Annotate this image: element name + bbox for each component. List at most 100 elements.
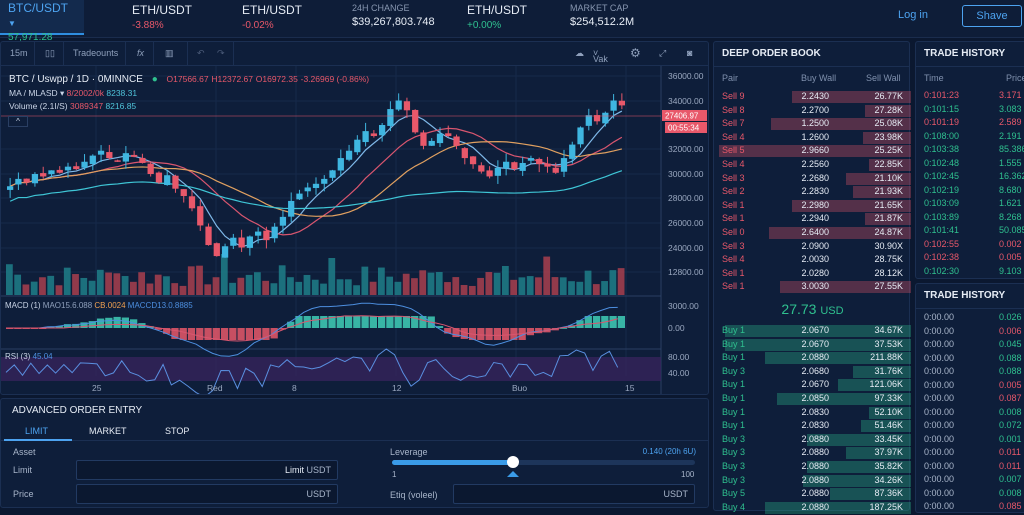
bid-row[interactable]: Buy 1 2.0670 34.67K [719, 324, 911, 337]
volume-bar [270, 283, 278, 295]
volume-bar [303, 274, 311, 295]
login-link[interactable]: Log in [898, 9, 928, 21]
volume-bar [204, 284, 212, 295]
rsi-axis-label: 40.00 [668, 368, 690, 378]
ask-row[interactable]: Sell 4 2.2560 22.85K [719, 158, 911, 171]
undo-icon[interactable]: ↶ [197, 48, 205, 58]
fullscreen-icon[interactable]: ⤢ [659, 48, 667, 58]
macd-axis-label: 3000.00 [668, 301, 699, 311]
sell-wall-value: 21.87K [874, 213, 903, 224]
bid-row[interactable]: Buy 1 2.0670 121.06K [719, 378, 911, 392]
ticker-eth-usdt[interactable]: ETH/USDT -0.02% [242, 3, 302, 31]
bid-row[interactable]: Buy 3 2.0680 31.76K [719, 365, 911, 378]
trade-price: 1.555 [999, 157, 1022, 168]
leverage-slider[interactable] [392, 456, 695, 477]
ask-row[interactable]: Sell 7 1.2500 25.08K [719, 117, 911, 131]
ask-row[interactable]: Sell 5 2.9660 25.25K [719, 144, 911, 158]
bar-chart-icon[interactable]: ▥ [165, 48, 174, 58]
etiq-input[interactable]: USDT [453, 484, 695, 504]
volume-bar [559, 277, 567, 295]
volume-bar [510, 279, 518, 295]
interval-button[interactable]: 15m [10, 48, 28, 58]
ask-row[interactable]: Sell 4 1.2600 23.98K [719, 131, 911, 144]
tab-stop[interactable]: STOP [165, 426, 190, 436]
ticker-eth-usdt[interactable]: ETH/USDT -3.88% [132, 3, 192, 31]
pair-label: Sell 8 [722, 104, 745, 115]
pair-label: Buy 1 [722, 420, 746, 431]
fx-icon[interactable]: fx [137, 48, 145, 58]
bid-row[interactable]: Buy 1 2.0880 211.88K [719, 351, 911, 365]
trade-price: 2.191 [999, 130, 1022, 141]
candle-body [527, 158, 535, 161]
ask-row[interactable]: Sell 1 2.2940 21.87K [719, 212, 911, 226]
indicators-button[interactable]: Tradeounts [73, 48, 119, 58]
volume-bar [361, 266, 369, 295]
collapse-legend-button[interactable]: ^ [8, 116, 28, 127]
macd-legend: MACD (1) MAO15.6.088 CB.0024 MACCD13.0.8… [5, 301, 193, 310]
limit-input[interactable]: Limit USDT [76, 460, 338, 480]
sell-wall-value: 52.10K [874, 406, 903, 417]
candle-body [238, 237, 245, 248]
macd-histogram-bar [278, 328, 287, 330]
tab-market[interactable]: MARKET [89, 426, 127, 436]
ask-row[interactable]: Sell 0 2.6400 24.87K [719, 226, 911, 239]
ask-row[interactable]: Sell 1 3.0030 27.55K [719, 280, 911, 294]
candle-body [48, 170, 55, 175]
candle-body [519, 162, 526, 171]
camera-icon[interactable]: ◙ [687, 48, 693, 58]
signup-button[interactable]: Shave [962, 5, 1022, 27]
ask-row[interactable]: Sell 1 2.0280 28.12K [719, 267, 911, 280]
trade-price: 0.072 [999, 420, 1022, 430]
ask-row[interactable]: Sell 3 2.0900 30.90X [719, 240, 911, 253]
bid-row[interactable]: Buy 3 2.0880 37.97K [719, 446, 911, 460]
bid-row[interactable]: Buy 1 2.0850 97.33K [719, 392, 911, 405]
ask-row[interactable]: Sell 1 2.2980 21.65K [719, 199, 911, 212]
price-input[interactable]: USDT [76, 484, 338, 504]
ask-row[interactable]: Sell 3 2.2680 21.10K [719, 172, 911, 185]
time-axis-label: 15 [625, 383, 635, 393]
ask-row[interactable]: Sell 2 2.2830 21.93K [719, 185, 911, 199]
ma-label[interactable]: MA / MLASD ▾ [9, 88, 65, 98]
macd-histogram-bar [493, 328, 501, 340]
macd-histogram-bar [105, 317, 113, 328]
bid-row[interactable]: Buy 1 2.0670 37.53K [719, 338, 911, 351]
trade-history-title: TRADE HISTORY [924, 48, 1006, 59]
ask-row[interactable]: Sell 9 2.2430 26.77K [719, 90, 911, 103]
volume-bar [535, 277, 542, 295]
candle-body [503, 161, 510, 169]
bid-row[interactable]: Buy 3 2.0880 35.82K [719, 460, 911, 473]
ticker-btc-usdt[interactable]: BTC/USDT ▼ 57,971.28 [0, 0, 84, 43]
tab-limit[interactable]: LIMIT [25, 426, 49, 436]
volume-bar [105, 272, 112, 295]
pair-label: Buy 3 [722, 461, 746, 471]
trade-row: 0:103:09 1.621 [924, 198, 1024, 212]
gear-icon[interactable]: ⚙ [630, 46, 641, 60]
view-dropdown[interactable]: Vak ˅ [593, 48, 608, 64]
ask-row[interactable]: Sell 4 2.0030 28.75K [719, 253, 911, 266]
ma-legend: MA / MLASD ▾ 8/2002/0k 8238.31 [9, 88, 137, 99]
candle-type-icon[interactable]: ▯▯ [45, 48, 55, 58]
bid-row[interactable]: Buy 1 2.0830 52.10K [719, 406, 911, 419]
bid-row[interactable]: Buy 1 2.0830 51.46K [719, 419, 911, 433]
bid-row[interactable]: Buy 3 2.0880 34.26K [719, 474, 911, 487]
redo-icon[interactable]: ↷ [217, 48, 225, 58]
sell-wall-value: 21.10K [874, 172, 903, 183]
candle-body [164, 175, 171, 186]
volume-bar [138, 272, 146, 295]
trade-row: 0:102:30 9.103 [924, 266, 1024, 280]
price-chart[interactable]: 36000.00 34000.00 32000.00 30000.00 28000.00… [1, 66, 708, 394]
ticker-eth-usdt[interactable]: ETH/USDT +0.00% [467, 3, 527, 31]
volume-bar [328, 257, 336, 295]
depth-bar [776, 393, 911, 405]
bid-row[interactable]: Buy 4 2.0880 187.25K [719, 501, 911, 514]
ask-row[interactable]: Sell 8 2.2700 27.28K [719, 104, 911, 117]
chevron-down-icon[interactable]: ▼ [8, 19, 16, 28]
cloud-download-icon[interactable]: ☁ [575, 48, 584, 58]
bid-row[interactable]: Buy 3 2.0880 33.45K [719, 433, 911, 446]
depth-bar [853, 365, 911, 378]
bid-row[interactable]: Buy 5 2.0880 87.36K [719, 487, 911, 501]
trade-price: 0.088 [999, 366, 1022, 376]
pair-label: Buy 3 [722, 365, 746, 376]
leverage-handle[interactable] [507, 456, 520, 468]
trade-time: 0:101:41 [924, 225, 960, 235]
